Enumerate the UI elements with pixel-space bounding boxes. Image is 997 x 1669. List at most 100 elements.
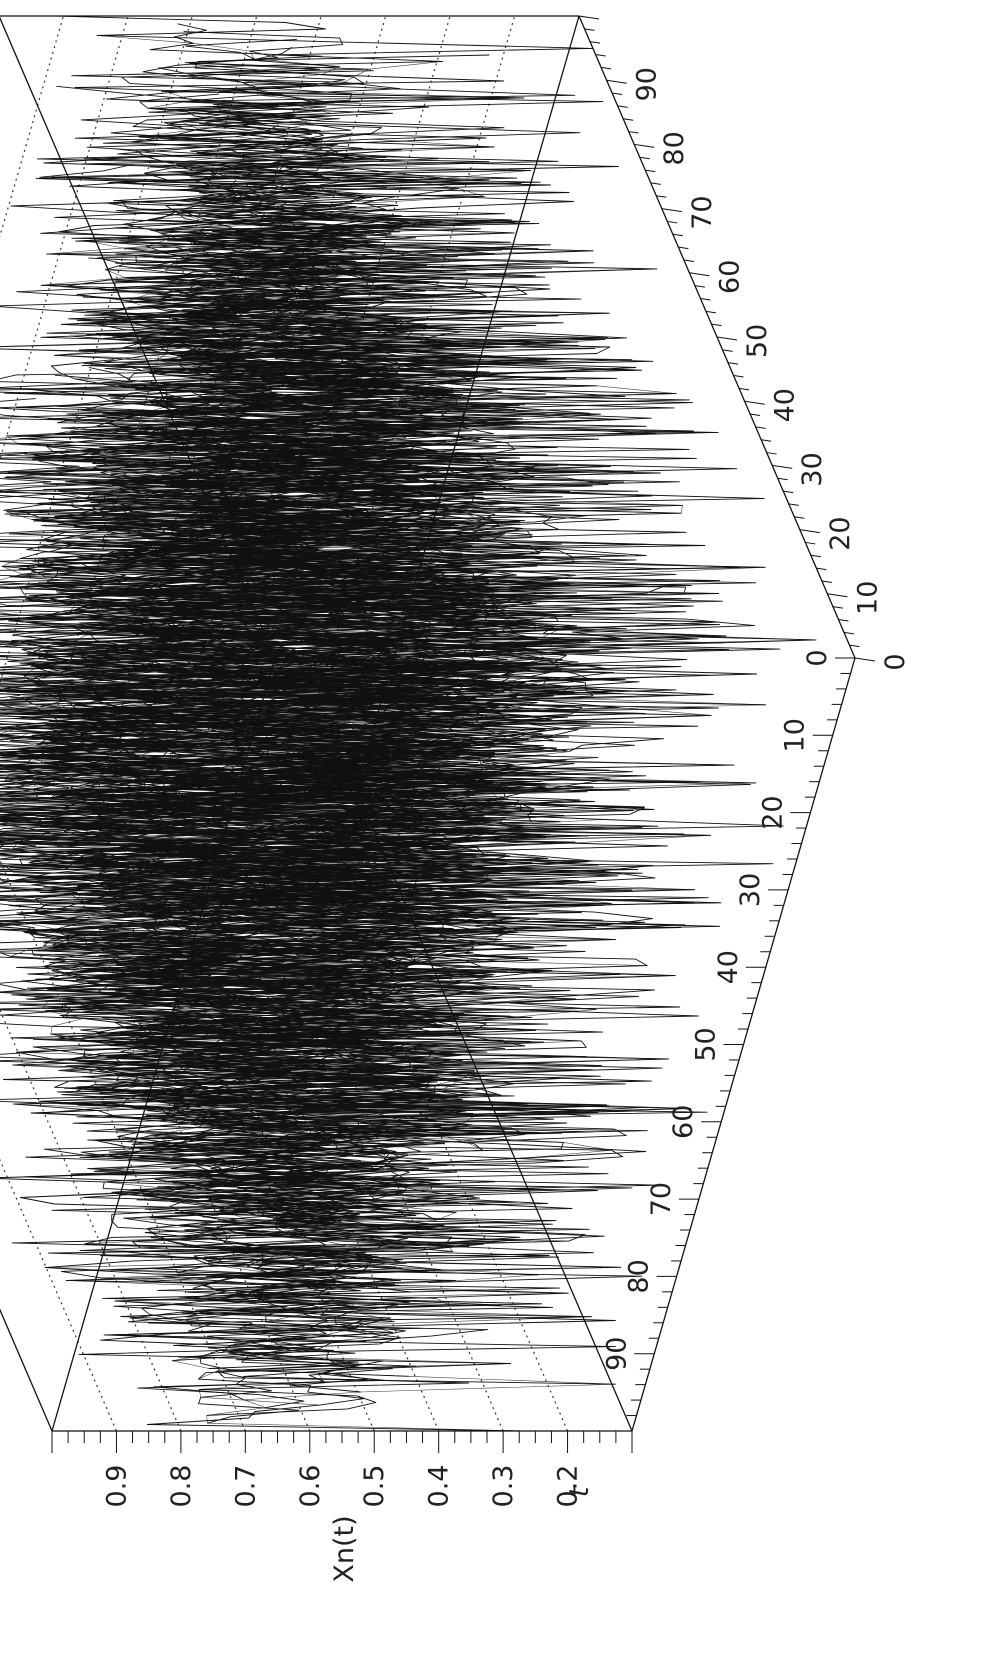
tick-n [634,143,655,148]
tick-label-n: 90 [632,67,663,101]
tick-n [595,54,606,57]
tick-n [705,310,717,314]
frame-edge [0,16,276,659]
tick-n [656,195,667,198]
surface-line-t [68,195,549,839]
tick-n [661,208,682,213]
tick-n [617,105,628,108]
tick-label-z: 0.7 [230,1465,261,1508]
tick-n [700,297,711,301]
tick-n [722,349,733,352]
tick-label-z: 0.2 [553,1465,584,1508]
tick-label-t: 80 [624,1259,655,1293]
tick-n [584,28,595,31]
surface-line-n [114,605,722,1380]
tick-n [628,131,639,134]
tick-label-n: 50 [742,324,773,358]
tick-n [711,323,722,327]
tick-n [672,233,683,237]
tick-label-t: 0 [802,649,833,666]
surface-line-n [157,657,767,1432]
tick-layer [51,15,876,1453]
tick-label-t: 40 [713,950,744,984]
tick-label-z: 0.6 [295,1465,326,1508]
tick-n [799,529,820,534]
tick-label-t: 20 [757,795,788,829]
tick-n [727,362,739,365]
surface-line-n [0,87,445,861]
tick-n [744,400,765,405]
tick-n [788,503,799,506]
surface-line-t [0,733,496,1377]
tick-label-z: 0.9 [101,1465,132,1508]
tick-n [650,182,661,185]
surface-line-n [0,35,524,789]
surface-line-t [0,765,543,1409]
tick-n [683,259,694,262]
frame-edge [355,15,580,790]
tick-n [761,439,772,442]
tick-n [843,631,855,635]
tick-label-z: 0.4 [424,1465,455,1508]
tick-label-t: 60 [668,1105,699,1139]
tick-n [783,490,794,494]
tick-label-z: 0.3 [488,1465,519,1508]
surface-line-n [45,502,668,1276]
tick-label-z: 0.5 [359,1465,390,1508]
tick-n [849,644,860,648]
tick-label-n: 80 [659,131,690,165]
tick-label-n: 30 [797,452,828,486]
tick-n [694,285,705,288]
tick-n [755,426,766,429]
tick-n [805,541,816,545]
frame-edge [51,657,276,1432]
tick-n [601,66,612,70]
tick-n [832,606,843,609]
tick-n [589,41,601,44]
tick-n [827,593,848,598]
surface-line-n [0,320,547,1095]
surface-line-n [66,553,735,1328]
tick-n [816,567,827,571]
tick-n [777,477,788,481]
tick-label-z: 0.8 [166,1465,197,1508]
surface-line-n [20,424,719,1198]
surface-line-n [0,113,515,887]
frame-edge [355,788,633,1432]
tick-n [639,156,650,160]
tick-n [689,272,710,277]
tick-n [606,79,627,84]
tick-label-n: 20 [825,516,856,550]
axis-title-t: t [564,1485,595,1497]
surface-line-n [0,164,485,939]
tick-label-n: 70 [687,195,718,229]
tick-n [750,413,761,417]
axis-title-z: Xn(t) [329,1515,360,1582]
tick-n [645,169,656,173]
tick-n [821,580,832,583]
tick-n [733,375,744,378]
label-layer: 0 10 20 30 40 50 60 70 80 90 0 10 20 30 40 50 60 70 80 90 0.… [101,67,911,1583]
tick-n [854,657,876,662]
surface-line-t [0,679,476,1323]
tick-n [716,336,738,341]
tick-label-n: 0 [880,653,911,670]
tick-label-n: 40 [770,388,801,422]
tick-n [667,220,678,224]
surface-line-n [16,294,554,1069]
surface-line-t [0,792,525,1432]
tick-n [794,516,805,519]
tick-n [678,246,689,250]
tick-label-t: 10 [780,718,811,752]
tick-n [810,554,821,558]
tick-label-t: 50 [691,1027,722,1061]
surface-line-n [21,268,658,1043]
tick-n [838,618,849,622]
tick-n [772,464,793,469]
tick-n [739,387,750,391]
tick-n [578,15,600,20]
frame-edge [0,1308,53,1432]
tick-label-t: 30 [735,873,766,907]
surface-line-n [0,190,605,965]
